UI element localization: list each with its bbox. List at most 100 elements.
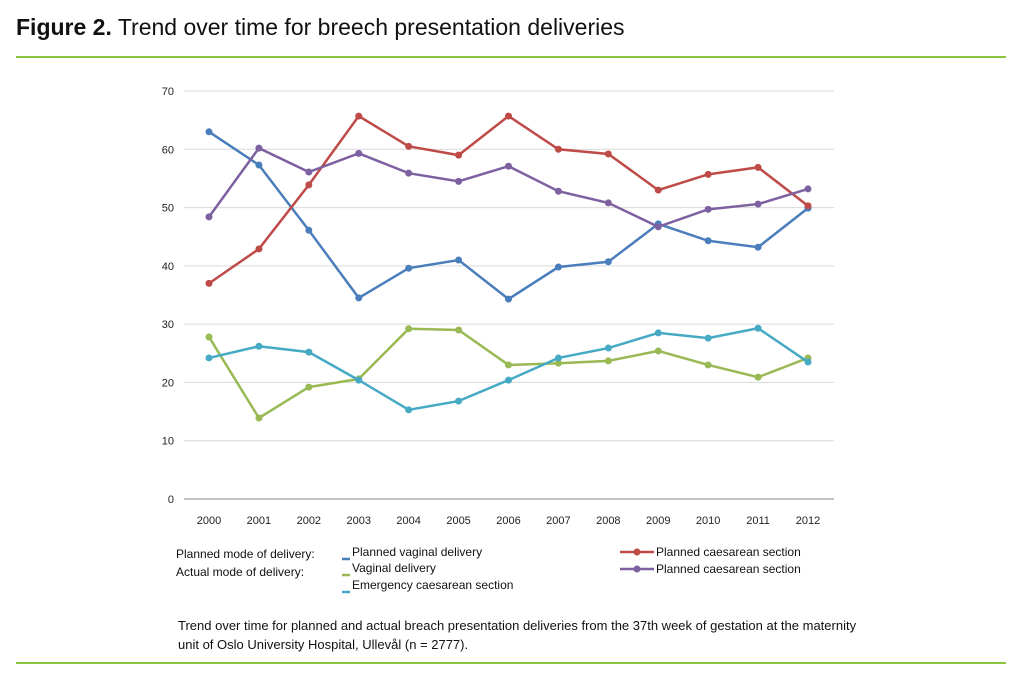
data-point [604, 199, 612, 207]
data-point [305, 168, 313, 176]
legend-swatch-dot [633, 548, 641, 556]
data-point [255, 161, 263, 169]
data-point [205, 333, 213, 341]
series-line [208, 326, 809, 412]
x-tick-label: 2000 [197, 515, 221, 527]
data-point [355, 112, 363, 120]
data-point [754, 324, 762, 332]
x-tick-label: 2004 [396, 515, 420, 527]
data-point [754, 200, 762, 208]
y-tick-label: 70 [162, 86, 174, 98]
data-point [205, 354, 213, 362]
data-point [405, 406, 413, 414]
data-point [455, 256, 463, 264]
data-point [455, 151, 463, 159]
data-point [505, 295, 512, 303]
series-line [208, 114, 809, 285]
data-point [804, 202, 812, 210]
data-point [405, 325, 413, 333]
data-point [604, 344, 612, 352]
series-0 [205, 128, 812, 303]
x-tick-label: 2003 [347, 515, 371, 527]
x-tick-label: 2007 [546, 515, 570, 527]
series-2 [205, 325, 812, 422]
x-tick-label: 2009 [646, 515, 670, 527]
data-point [654, 186, 662, 194]
data-point [405, 264, 413, 272]
data-point [455, 397, 463, 405]
data-point [554, 354, 562, 362]
y-tick-label: 50 [162, 203, 174, 215]
data-point [355, 149, 363, 157]
legend-entry: Planned caesarean section [656, 545, 801, 559]
series-1 [205, 112, 812, 287]
data-point [505, 162, 512, 170]
data-point [305, 348, 313, 356]
legend-entry: Planned caesarean section [656, 562, 801, 576]
data-point [205, 128, 213, 136]
x-tick-label: 2006 [496, 515, 520, 527]
top-divider [16, 56, 1006, 58]
figure-title-text: Trend over time for breech presentation … [117, 14, 625, 40]
y-tick-label: 0 [168, 494, 174, 506]
data-point [654, 223, 662, 231]
data-point [754, 243, 762, 251]
series-line [207, 146, 809, 229]
y-tick-label: 20 [162, 377, 174, 389]
bottom-divider [16, 662, 1006, 664]
data-point [255, 342, 263, 350]
legend-entry: Emergency caesarean section [352, 578, 513, 592]
data-point [654, 329, 662, 337]
legend-entry: Planned vaginal delivery [352, 545, 482, 559]
data-point [554, 359, 562, 367]
data-point [455, 177, 463, 185]
legend-planned-label: Planned mode of delivery: [176, 547, 315, 561]
y-tick-label: 40 [162, 261, 174, 273]
data-point [505, 361, 512, 369]
data-point [604, 357, 612, 365]
data-point [754, 373, 762, 381]
figure-title: Figure 2. Trend over time for breech pre… [16, 14, 625, 41]
series-line [207, 327, 809, 420]
data-point [704, 205, 712, 213]
data-point [355, 376, 363, 384]
x-tick-label: 2001 [247, 515, 271, 527]
figure-label: Figure 2. [16, 14, 112, 40]
data-point [554, 263, 562, 271]
data-point [505, 112, 512, 120]
x-tick-label: 2005 [446, 515, 470, 527]
legend-swatch-dot [633, 565, 641, 573]
y-tick-label: 30 [162, 319, 174, 331]
y-tick-label: 10 [162, 436, 174, 448]
series-3 [205, 144, 812, 231]
data-point [704, 361, 712, 369]
data-point [305, 181, 313, 189]
data-point [205, 213, 213, 221]
x-tick-label: 2012 [796, 515, 820, 527]
data-point [554, 145, 562, 153]
data-point [405, 169, 413, 177]
series-line [208, 130, 809, 301]
data-point [355, 294, 363, 302]
data-point [405, 142, 413, 150]
data-point [455, 326, 463, 334]
data-point [554, 187, 562, 195]
y-tick-label: 60 [162, 144, 174, 156]
data-point [704, 170, 712, 178]
x-tick-label: 2002 [297, 515, 321, 527]
x-tick-label: 2008 [596, 515, 620, 527]
data-point [255, 144, 263, 152]
data-point [255, 414, 263, 422]
data-point [205, 279, 213, 287]
x-tick-label: 2011 [746, 515, 770, 527]
data-point [255, 245, 263, 253]
legend-entry: Vaginal delivery [352, 561, 436, 575]
data-point [804, 358, 812, 366]
data-point [654, 347, 662, 355]
x-tick-label: 2010 [696, 515, 720, 527]
data-point [754, 163, 762, 171]
figure-caption: Trend over time for planned and actual b… [178, 618, 857, 652]
data-point [704, 237, 712, 245]
data-point [305, 226, 313, 234]
